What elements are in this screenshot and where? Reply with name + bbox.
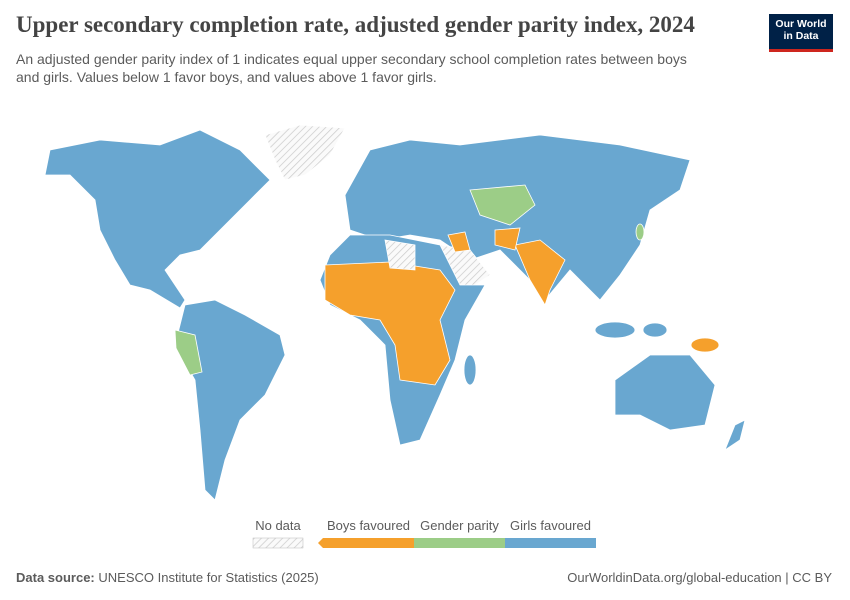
legend-swatch[interactable] — [505, 538, 596, 548]
japan[interactable] — [635, 223, 645, 241]
logo[interactable]: Our World in Data — [769, 14, 833, 52]
legend-swatch[interactable] — [252, 537, 304, 549]
madagascar[interactable] — [463, 354, 477, 386]
legend: No data Boys favoured Gender parity Girls … — [252, 518, 596, 549]
afghanistan[interactable] — [494, 227, 521, 251]
logo-line: in Data — [783, 30, 819, 42]
india[interactable] — [514, 239, 566, 306]
footer-link[interactable]: OurWorldinData.org/global-education | CC… — [567, 570, 832, 585]
countries — [44, 124, 746, 501]
title: Upper secondary completion rate, adjuste… — [16, 12, 695, 37]
sub-saharan-africa[interactable] — [324, 261, 456, 386]
kazakhstan[interactable] — [469, 184, 536, 226]
north-america[interactable] — [44, 129, 271, 309]
legend-label: Girls favoured — [510, 518, 591, 533]
source-text: UNESCO Institute for Statistics (2025) — [98, 570, 319, 585]
logo-line: Our World — [775, 18, 827, 30]
australia[interactable] — [614, 354, 716, 431]
source-label: Data source: — [16, 570, 95, 585]
source: Data source: UNESCO Institute for Statis… — [16, 570, 319, 585]
indonesia[interactable] — [594, 321, 636, 339]
legend-label: No data — [255, 518, 301, 533]
greenland[interactable] — [264, 124, 346, 181]
papua-new-guinea[interactable] — [690, 337, 720, 353]
legend-swatch[interactable] — [318, 538, 414, 548]
libya[interactable] — [384, 239, 416, 271]
south-america[interactable] — [174, 299, 286, 501]
map: No data Boys favoured Gender parity Girls … — [44, 124, 746, 549]
subtitle: and girls. Values below 1 favor boys, an… — [16, 69, 437, 85]
subtitle: An adjusted gender parity index of 1 ind… — [16, 51, 687, 67]
peru[interactable] — [174, 329, 203, 376]
new-zealand[interactable] — [724, 419, 746, 452]
islands[interactable] — [642, 322, 668, 338]
legend-label: Boys favoured — [327, 518, 410, 533]
legend-label: Gender parity — [420, 518, 499, 533]
legend-swatch[interactable] — [414, 538, 505, 548]
iraq[interactable] — [447, 231, 471, 253]
